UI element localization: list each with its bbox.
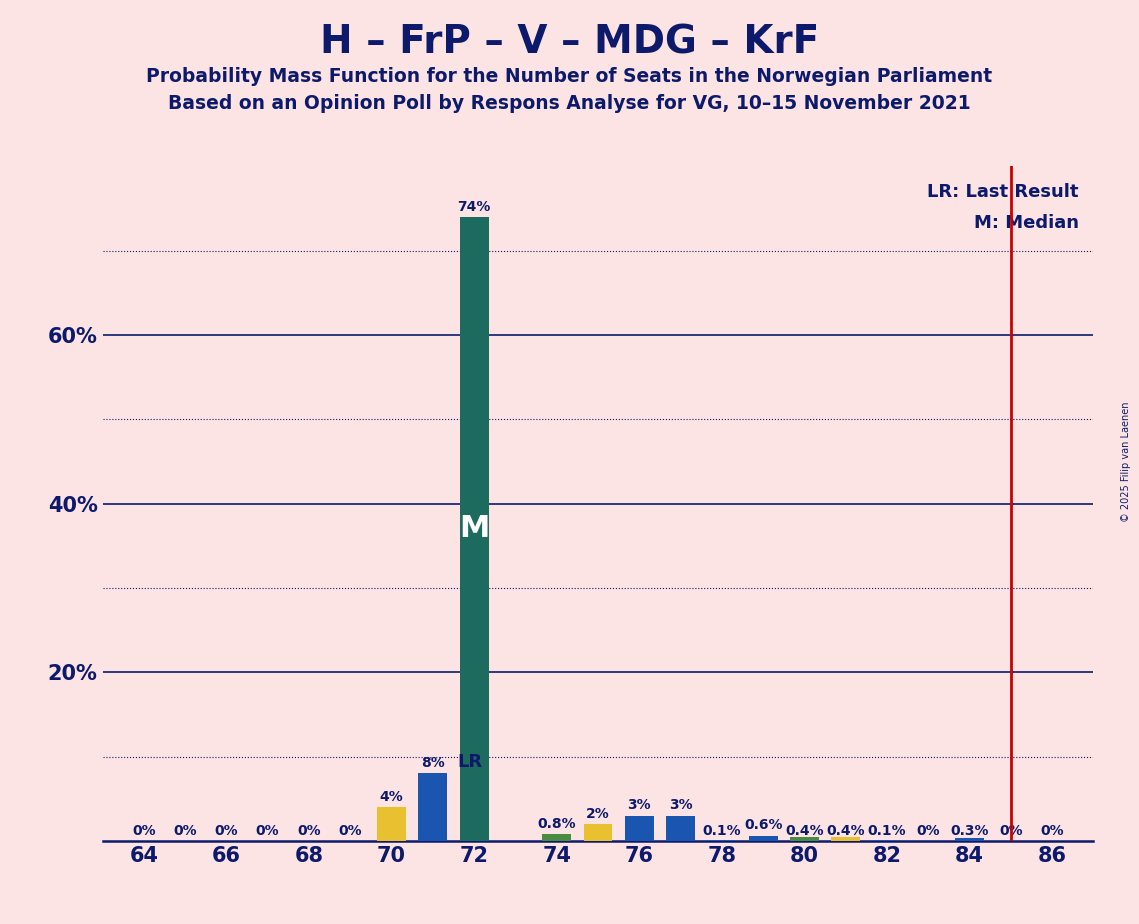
Text: 0%: 0% [256, 824, 279, 838]
Bar [748, 836, 778, 841]
Bar [625, 816, 654, 841]
Text: 0%: 0% [132, 824, 156, 838]
Bar [790, 837, 819, 841]
Text: 0%: 0% [338, 824, 362, 838]
Text: 0.3%: 0.3% [950, 824, 989, 838]
Text: 8%: 8% [421, 756, 444, 770]
Text: 0%: 0% [214, 824, 238, 838]
Text: Based on an Opinion Poll by Respons Analyse for VG, 10–15 November 2021: Based on an Opinion Poll by Respons Anal… [169, 94, 970, 114]
Text: M: M [459, 515, 490, 543]
Bar [583, 824, 613, 841]
Text: 74%: 74% [458, 200, 491, 213]
Bar [666, 816, 695, 841]
Text: 0.1%: 0.1% [868, 824, 907, 838]
Text: 4%: 4% [379, 790, 403, 804]
Text: H – FrP – V – MDG – KrF: H – FrP – V – MDG – KrF [320, 23, 819, 61]
Bar [956, 838, 984, 841]
Bar [418, 773, 448, 841]
Text: M: Median: M: Median [974, 213, 1079, 232]
Text: 0%: 0% [999, 824, 1023, 838]
Text: 0%: 0% [173, 824, 197, 838]
Bar [831, 837, 860, 841]
Text: 3%: 3% [669, 798, 693, 812]
Text: 0%: 0% [917, 824, 940, 838]
Text: 0%: 0% [1040, 824, 1064, 838]
Text: 3%: 3% [628, 798, 652, 812]
Bar [460, 217, 489, 841]
Text: 0.6%: 0.6% [744, 819, 782, 833]
Bar [542, 834, 571, 841]
Text: Probability Mass Function for the Number of Seats in the Norwegian Parliament: Probability Mass Function for the Number… [147, 67, 992, 86]
Text: © 2025 Filip van Laenen: © 2025 Filip van Laenen [1121, 402, 1131, 522]
Text: LR: LR [458, 753, 483, 771]
Text: LR: Last Result: LR: Last Result [927, 183, 1079, 201]
Text: 0.4%: 0.4% [827, 824, 865, 838]
Bar [377, 808, 405, 841]
Text: 0%: 0% [297, 824, 321, 838]
Text: 0.8%: 0.8% [538, 817, 576, 831]
Text: 0.1%: 0.1% [703, 824, 741, 838]
Text: 2%: 2% [587, 807, 609, 821]
Text: 0.4%: 0.4% [785, 824, 823, 838]
